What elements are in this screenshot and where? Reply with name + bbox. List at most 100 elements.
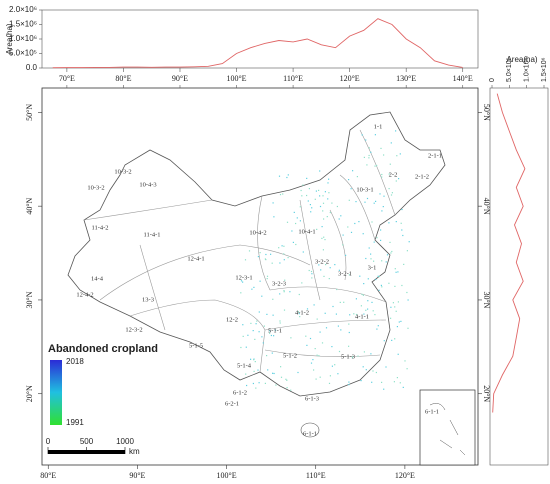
pixel [398, 178, 400, 180]
pixel [342, 234, 344, 236]
island [300, 422, 320, 438]
pixel [280, 376, 283, 378]
pixel [365, 257, 367, 260]
pixel [366, 164, 368, 166]
region-label: 5-1-4 [237, 362, 252, 369]
pixel [348, 274, 350, 276]
pixel [334, 264, 336, 266]
pixel [355, 313, 358, 316]
pixel [322, 210, 324, 212]
pixel [316, 354, 318, 356]
lon-label: 110°E [306, 471, 326, 480]
region-label: 13-3 [142, 296, 154, 303]
pixel [372, 370, 374, 372]
pixel [318, 264, 320, 266]
pixel [292, 241, 294, 243]
pixel [390, 317, 392, 319]
pixel [370, 253, 372, 255]
pixel [279, 320, 281, 322]
pixel [298, 313, 300, 315]
pixel [242, 324, 244, 326]
pixel [390, 142, 392, 144]
pixel [336, 288, 338, 291]
legend-gradient [50, 360, 62, 425]
pixel [368, 147, 370, 149]
pixel [389, 163, 391, 165]
x-tick-label: 0 [489, 78, 496, 82]
pixel [348, 345, 350, 347]
pixel [267, 369, 269, 371]
pixel [363, 351, 365, 353]
pixel [308, 269, 310, 272]
pixel [397, 271, 399, 273]
region-label: 3-2-3 [272, 280, 286, 287]
pixel [320, 269, 322, 271]
pixel [253, 359, 255, 361]
pixel [367, 308, 369, 310]
pixel [324, 191, 326, 193]
pixel [386, 254, 389, 256]
pixel [325, 264, 327, 266]
pixel [301, 195, 303, 197]
pixel [257, 369, 259, 371]
pixel [310, 362, 313, 364]
pixel [337, 325, 339, 327]
pixel [371, 381, 373, 383]
pixel [398, 321, 400, 323]
pixel [256, 320, 258, 322]
pixel [279, 262, 281, 264]
pixel [365, 139, 367, 141]
pixel [391, 250, 393, 253]
pixel [262, 342, 264, 344]
pixel [395, 180, 397, 182]
pixel [365, 369, 367, 371]
pixel [300, 189, 302, 192]
pixel [403, 263, 405, 265]
lat-label: 50°N [25, 104, 34, 121]
pixel [401, 229, 403, 231]
pixel [255, 387, 257, 389]
pixel [306, 177, 308, 179]
pixel [287, 257, 289, 259]
pixel [397, 301, 399, 303]
pixel [390, 252, 392, 254]
pixel [395, 271, 397, 273]
x-tick-label: 120°E [340, 74, 360, 83]
pixel [266, 278, 268, 280]
pixel [361, 293, 363, 295]
region-label: 6-1-2 [233, 389, 247, 396]
pixel [380, 229, 382, 231]
lon-label: 80°E [40, 471, 56, 480]
pixel [345, 254, 347, 256]
pixel [381, 176, 383, 178]
lat-label: 40°N [25, 197, 34, 214]
pixel [252, 382, 254, 385]
pixel [287, 174, 289, 176]
region-label: 4-1-2 [295, 309, 309, 316]
pixel [367, 300, 369, 302]
pixel [255, 323, 257, 325]
x-tick-label: 130°E [396, 74, 416, 83]
region-label: 3-2-1 [338, 270, 352, 277]
pixel [348, 331, 350, 334]
legend-title: Abandoned cropland [48, 343, 158, 355]
pixel [280, 366, 282, 368]
pixel [374, 314, 376, 316]
cropland-pixels [240, 130, 410, 391]
pixel [283, 309, 286, 311]
pixel [377, 325, 379, 327]
pixel [308, 188, 310, 190]
pixel [402, 234, 404, 237]
pixel [331, 202, 333, 204]
pixel [378, 289, 380, 291]
pixel [282, 193, 284, 195]
pixel [266, 355, 268, 357]
pixel [338, 218, 340, 220]
pixel [248, 250, 251, 252]
pixel [311, 277, 313, 279]
pixel [356, 176, 358, 178]
pixel [401, 284, 403, 287]
pixel [258, 331, 260, 333]
pixel [283, 290, 285, 292]
pixel [358, 221, 360, 223]
